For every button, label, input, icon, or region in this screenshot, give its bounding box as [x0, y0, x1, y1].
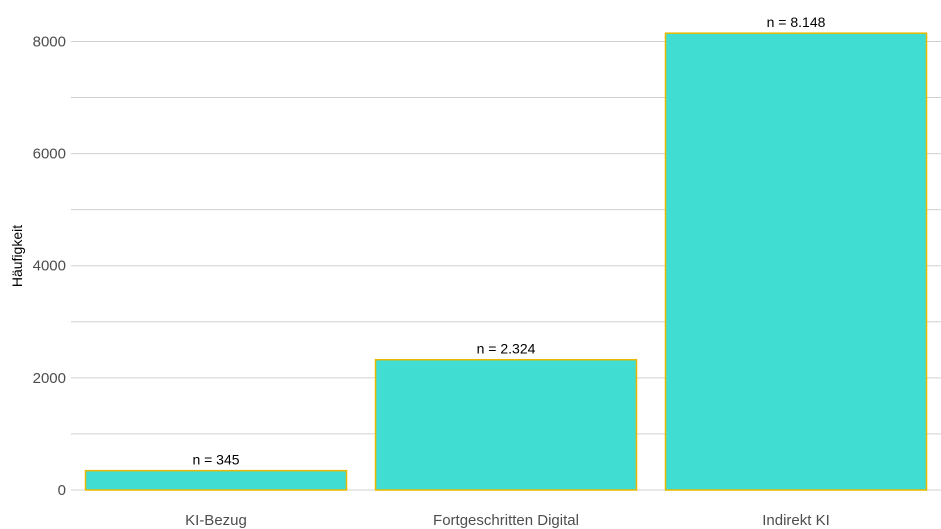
y-axis-ticks: 0 2000 4000 6000 8000 — [33, 33, 66, 499]
data-label: n = 8.148 — [767, 14, 826, 30]
data-labels: n = 345 n = 2.324 n = 8.148 — [192, 14, 825, 467]
data-label: n = 2.324 — [477, 341, 536, 357]
bar-ki-bezug — [84, 469, 348, 491]
y-tick-label: 4000 — [33, 258, 66, 275]
y-tick-label: 6000 — [33, 146, 66, 163]
y-axis-label: Häufigkeit — [9, 225, 25, 287]
bar-fortgeschritten-digital — [374, 358, 638, 491]
bars — [84, 32, 928, 491]
y-tick-label: 2000 — [33, 370, 66, 387]
y-tick-label: 8000 — [33, 33, 66, 50]
data-label: n = 345 — [192, 452, 239, 468]
y-tick-label: 0 — [58, 482, 66, 499]
x-tick-label: KI-Bezug — [185, 512, 247, 529]
x-tick-label: Indirekt KI — [762, 512, 830, 529]
x-axis-ticks: KI-Bezug Fortgeschritten Digital Indirekt … — [185, 512, 830, 529]
bar-indirekt-ki — [664, 32, 928, 491]
x-tick-label: Fortgeschritten Digital — [433, 512, 579, 529]
